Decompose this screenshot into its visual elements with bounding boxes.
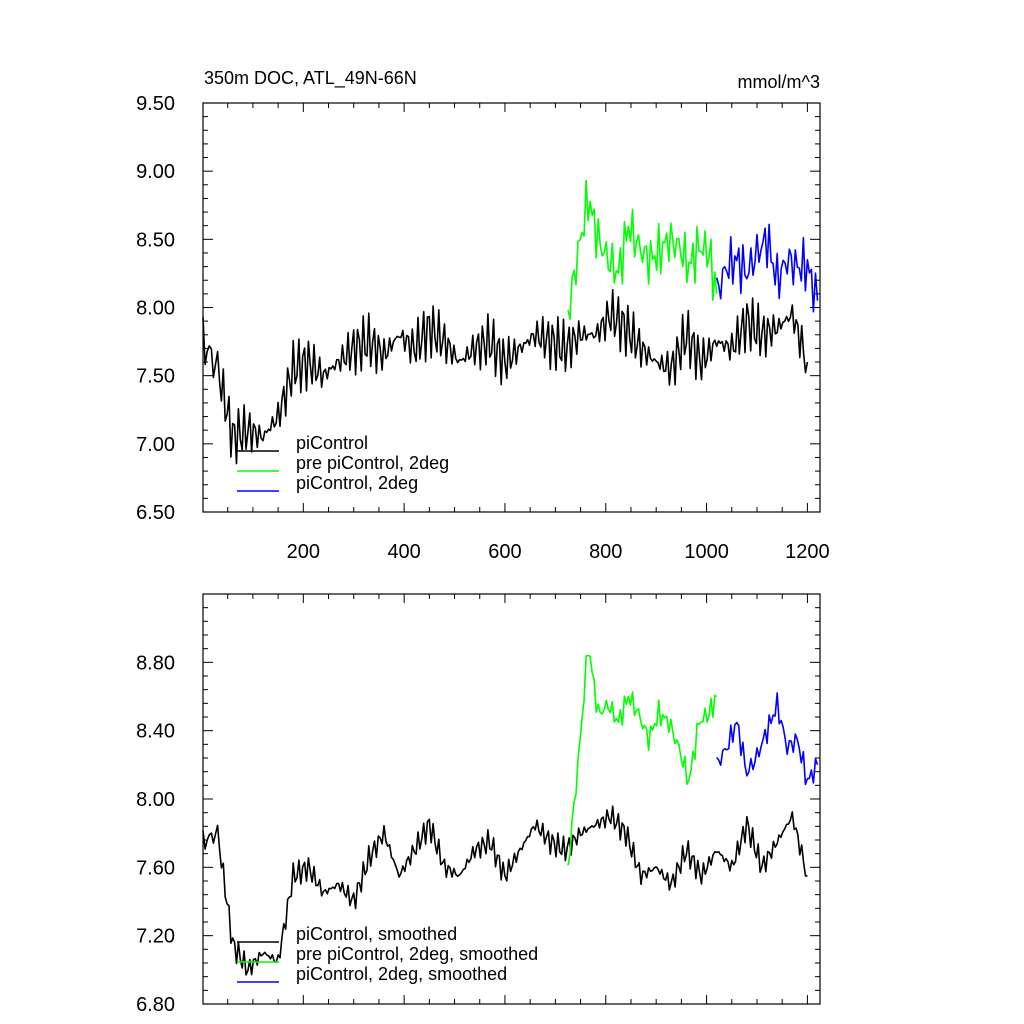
series-line-picontrol bbox=[202, 288, 809, 465]
tick-group: 6.80 7.20 7.60 8.00 8.40 8.80 bbox=[136, 593, 820, 1016]
chart-panel-top: 350m DOC, ATL_49N-66N mmol/m^3 200 400 600… bbox=[136, 68, 830, 563]
legend-label: piControl, smoothed bbox=[296, 924, 457, 944]
series-line-picontrol-2deg-smoothed bbox=[716, 692, 819, 786]
y-tick-label: 6.50 bbox=[136, 502, 175, 524]
chart-panel-bottom: 6.80 7.20 7.60 8.00 8.40 8.80 piControl, smoo… bbox=[136, 593, 821, 1016]
y-tick-label: 8.40 bbox=[136, 721, 175, 743]
x-tick-label: 1000 bbox=[684, 541, 729, 563]
y-tick-label: 7.00 bbox=[136, 434, 175, 456]
y-tick-label: 9.50 bbox=[136, 93, 175, 115]
x-tick-label: 400 bbox=[387, 541, 420, 563]
series-line-pre-picontrol-2deg-smoothed bbox=[567, 654, 718, 866]
x-tick-label: 200 bbox=[287, 541, 320, 563]
legend-label: pre piControl, 2deg bbox=[296, 453, 449, 473]
chart-title: 350m DOC, ATL_49N-66N bbox=[204, 68, 417, 89]
series-line-picontrol-smoothed bbox=[202, 805, 808, 976]
series-line-picontrol-2deg bbox=[715, 223, 819, 313]
y-tick-label: 8.00 bbox=[136, 789, 175, 811]
x-tick-label: 600 bbox=[488, 541, 521, 563]
tick-group: 200 400 600 800 1000 1200 6.50 7.00 7.50 8.00 8.50… bbox=[136, 93, 830, 563]
units-label: mmol/m^3 bbox=[738, 72, 820, 92]
legend-label: pre piControl, 2deg, smoothed bbox=[296, 944, 538, 964]
y-tick-label: 8.00 bbox=[136, 298, 175, 320]
legend-label: piControl bbox=[296, 433, 368, 453]
legend-label: piControl, 2deg bbox=[296, 473, 418, 493]
y-tick-label: 6.80 bbox=[136, 994, 175, 1016]
series-group bbox=[202, 179, 819, 465]
y-tick-label: 8.80 bbox=[136, 652, 175, 674]
y-tick-label: 7.20 bbox=[136, 926, 175, 948]
legend-label: piControl, 2deg, smoothed bbox=[296, 964, 507, 984]
y-tick-label: 7.50 bbox=[136, 366, 175, 388]
x-tick-label: 800 bbox=[589, 541, 622, 563]
x-tick-label: 1200 bbox=[785, 541, 830, 563]
y-tick-label: 8.50 bbox=[136, 229, 175, 251]
y-tick-label: 7.60 bbox=[136, 857, 175, 879]
series-group bbox=[202, 654, 819, 976]
y-tick-label: 9.00 bbox=[136, 161, 175, 183]
series-line-pre-picontrol-2deg bbox=[567, 179, 718, 320]
